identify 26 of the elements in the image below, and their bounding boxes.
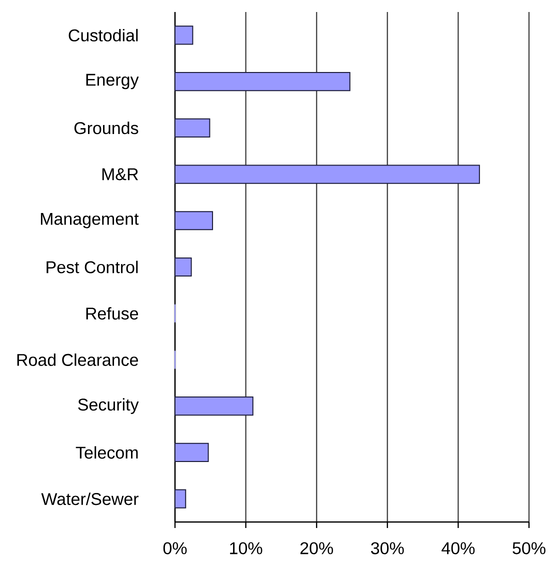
- y-tick-label: Refuse: [86, 307, 138, 320]
- x-tick-label: 10%: [230, 542, 262, 554]
- bar: [174, 396, 254, 416]
- bar: [174, 211, 214, 230]
- y-tick-label: Energy: [86, 74, 139, 90]
- x-tick-label: 30%: [371, 542, 404, 554]
- x-tick-label: 50%: [512, 542, 546, 554]
- y-tick-label: Water/Sewer: [41, 492, 139, 506]
- x-tick-label: 20%: [300, 542, 334, 554]
- bar: [174, 118, 210, 138]
- y-tick-label: Security: [78, 398, 139, 414]
- bar: [174, 257, 192, 277]
- y-tick-label: Road Clearance: [17, 353, 138, 366]
- y-tick-label: Grounds: [74, 122, 138, 134]
- x-tick-label: 40%: [442, 542, 475, 554]
- bar: [174, 164, 480, 184]
- y-tick-label: Management: [40, 213, 139, 228]
- bar: [174, 442, 209, 462]
- y-tick-label: M&R: [102, 168, 138, 180]
- bar: [174, 26, 194, 45]
- y-tick-label: Custodial: [68, 28, 138, 42]
- y-tick-label: Telecom: [76, 446, 138, 459]
- y-tick-label: Pest Control: [46, 260, 138, 274]
- x-tick-label: 0%: [163, 542, 187, 554]
- bar: [174, 489, 186, 508]
- bar: [174, 72, 350, 92]
